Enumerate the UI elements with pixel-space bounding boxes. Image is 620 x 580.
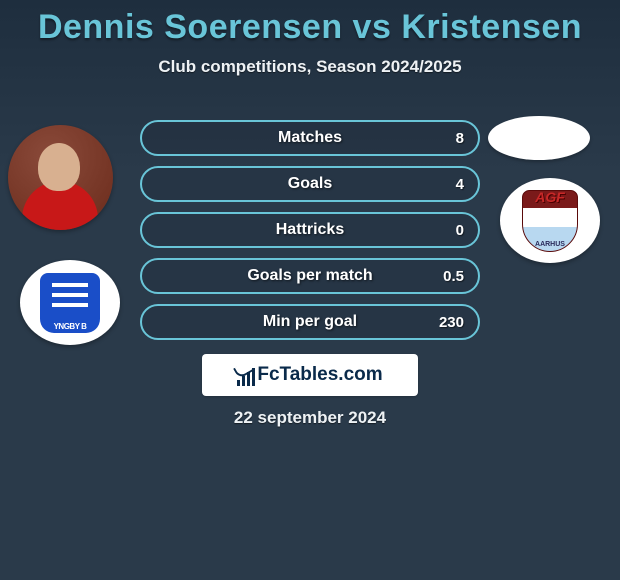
subtitle: Club competitions, Season 2024/2025 xyxy=(0,57,620,77)
stat-row-hattricks: Hattricks 0 xyxy=(140,212,480,248)
stat-label: Min per goal xyxy=(142,313,478,331)
fctables-logo: FcTables.com xyxy=(202,354,418,396)
player-left-avatar xyxy=(8,125,113,230)
date-text: 22 september 2024 xyxy=(0,408,620,428)
stats-list: Matches 8 Goals 4 Hattricks 0 Goals per … xyxy=(140,120,480,340)
stat-row-goals: Goals 4 xyxy=(140,166,480,202)
stat-row-min-per-goal: Min per goal 230 xyxy=(140,304,480,340)
stat-label: Goals per match xyxy=(142,267,478,285)
page-title: Dennis Soerensen vs Kristensen xyxy=(0,0,620,47)
stat-label: Goals xyxy=(142,175,478,193)
stat-label: Matches xyxy=(142,129,478,147)
logo-chart-icon xyxy=(237,364,251,386)
stat-row-goals-per-match: Goals per match 0.5 xyxy=(140,258,480,294)
player-right-avatar xyxy=(488,116,590,160)
stat-row-matches: Matches 8 xyxy=(140,120,480,156)
club-right-logo xyxy=(500,178,600,263)
club-left-logo xyxy=(20,260,120,345)
logo-text: FcTables.com xyxy=(257,364,382,386)
stat-label: Hattricks xyxy=(142,221,478,239)
